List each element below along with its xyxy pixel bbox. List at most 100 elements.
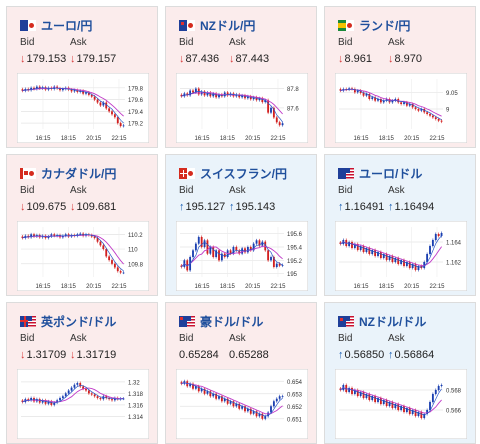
moving-average-line <box>22 87 124 117</box>
currency-pair-link[interactable]: 豪ドル/ドル <box>200 314 264 329</box>
rate-grid: ユーロ/円 Bid Ask ↓179.153 ↓179.157 179.8 179.6 179… <box>6 6 476 444</box>
candle <box>203 387 206 396</box>
card-header[interactable]: ユーロ/ドル <box>338 165 422 181</box>
y-tick-label: 0.652 <box>287 405 303 411</box>
card-header[interactable]: ランド/円 <box>338 17 410 33</box>
currency-flag-icon <box>179 19 195 31</box>
card-header[interactable]: スイスフラン/円 <box>179 165 287 181</box>
candle <box>119 121 122 128</box>
bid-value-text: 1.16491 <box>344 201 385 213</box>
candle <box>226 90 229 97</box>
candle <box>400 258 403 266</box>
candle <box>365 392 368 400</box>
candle <box>218 248 220 262</box>
currency-pair-link[interactable]: スイスフラン/円 <box>200 166 287 181</box>
y-tick-label: 9.05 <box>446 91 458 97</box>
moving-average-line <box>181 245 283 268</box>
candle <box>238 92 241 99</box>
x-tick-label: 18:15 <box>220 284 236 290</box>
card-header[interactable]: カナダドル/円 <box>20 165 116 181</box>
currency-pair-link[interactable]: カナダドル/円 <box>41 166 117 181</box>
card-header[interactable]: ユーロ/円 <box>20 17 92 33</box>
arrow-up-icon: ↑ <box>338 201 344 213</box>
candle <box>61 394 64 400</box>
candle <box>215 91 218 99</box>
ask-label: Ask <box>229 37 246 48</box>
candle <box>238 248 241 256</box>
rate-card[interactable]: ランド/円 Bid Ask ↓8.961 ↓8.970 9.05 9 16:15 18:15 20… <box>324 6 476 148</box>
candle <box>394 402 397 410</box>
candle <box>252 242 255 252</box>
bid-label: Bid <box>179 37 194 48</box>
rate-card[interactable]: ユーロ/ドル Bid Ask ↑1.16491 ↑1.16494 1.164 1.162 16… <box>324 154 476 296</box>
currency-flag-icon <box>179 167 195 179</box>
card-header[interactable]: 英ポンド/ドル <box>20 313 116 329</box>
ask-label: Ask <box>229 185 246 196</box>
bid-value-text: 8.961 <box>344 53 373 65</box>
rate-card[interactable]: スイスフラン/円 Bid Ask ↑195.127 ↑195.143 195.6 195.4… <box>165 154 317 296</box>
candle <box>278 120 281 127</box>
candle <box>50 232 53 239</box>
candle <box>272 106 275 119</box>
candle <box>99 101 102 107</box>
card-header[interactable]: NZドル/円 <box>179 17 255 33</box>
candle <box>411 262 414 270</box>
candle <box>192 248 194 259</box>
candle <box>79 381 82 388</box>
currency-pair-link[interactable]: NZドル/円 <box>200 18 256 33</box>
y-tick-label: 179.2 <box>128 122 144 128</box>
arrow-down-icon: ↓ <box>70 349 76 361</box>
candle <box>99 240 102 247</box>
currency-pair-link[interactable]: NZドル/ドル <box>359 314 427 329</box>
arrow-down-icon: ↓ <box>388 53 394 65</box>
candle <box>56 398 59 405</box>
short-average-line <box>22 385 124 404</box>
x-tick-label: 16:15 <box>35 284 51 290</box>
candle <box>102 243 105 251</box>
currency-pair-link[interactable]: ユーロ/ドル <box>359 166 423 181</box>
candle <box>206 389 209 396</box>
rate-card[interactable]: NZドル/円 Bid Ask ↓87.436 ↓87.443 87.8 87.6 16:15 1… <box>165 6 317 148</box>
candle <box>255 238 258 246</box>
ask-value-text: 0.56864 <box>394 349 435 361</box>
candle <box>30 396 33 402</box>
ask-value: ↑1.16494 <box>388 201 434 213</box>
currency-pair-link[interactable]: ユーロ/円 <box>41 18 93 33</box>
bid-label: Bid <box>338 37 353 48</box>
y-tick-label: 179.6 <box>128 98 144 104</box>
rate-card[interactable]: 豪ドル/ドル Bid Ask 0.65284 0.65288 0.654 0.653 0.65… <box>165 302 317 444</box>
candle <box>388 400 391 408</box>
x-tick-label: 18:15 <box>379 284 395 290</box>
rate-card[interactable]: カナダドル/円 Bid Ask ↓109.675 ↓109.681 110.2 110 109… <box>6 154 158 296</box>
currency-pair-link[interactable]: 英ポンド/ドル <box>41 314 117 329</box>
candle <box>235 402 238 408</box>
rate-card[interactable]: ユーロ/円 Bid Ask ↓179.153 ↓179.157 179.8 179.6 179… <box>6 6 158 148</box>
candle <box>278 394 281 401</box>
y-tick-label: 110 <box>128 248 138 254</box>
candle <box>241 404 244 411</box>
moving-average-line <box>181 92 283 115</box>
candle <box>192 382 194 391</box>
candle <box>405 260 408 268</box>
candle <box>261 96 264 104</box>
currency-pair-link[interactable]: ランド/円 <box>359 18 411 33</box>
bid-value: 0.65284 <box>179 349 219 361</box>
candle <box>218 394 220 401</box>
x-tick-label: 20:15 <box>404 136 420 142</box>
candle <box>186 91 189 97</box>
bid-value: ↑0.56850 <box>338 349 384 361</box>
rate-card[interactable]: NZドル/ドル Bid Ask ↑0.56850 ↑0.56864 0.568 0.566 <box>324 302 476 444</box>
candle <box>33 232 35 239</box>
ask-value-text: 1.16494 <box>394 201 435 213</box>
rate-card[interactable]: 英ポンド/ドル Bid Ask ↓1.31709 ↓1.31719 1.32 1.318 1.… <box>6 302 158 444</box>
bid-value: ↓179.153 <box>20 53 66 65</box>
candle <box>258 238 261 248</box>
x-tick-label: 20:15 <box>245 136 261 142</box>
candle <box>394 97 397 103</box>
candle <box>194 242 197 252</box>
candle <box>229 399 232 406</box>
bid-value-text: 0.56850 <box>344 349 385 361</box>
card-header[interactable]: 豪ドル/ドル <box>179 313 263 329</box>
card-header[interactable]: NZドル/ドル <box>338 313 426 329</box>
candle <box>180 93 183 98</box>
